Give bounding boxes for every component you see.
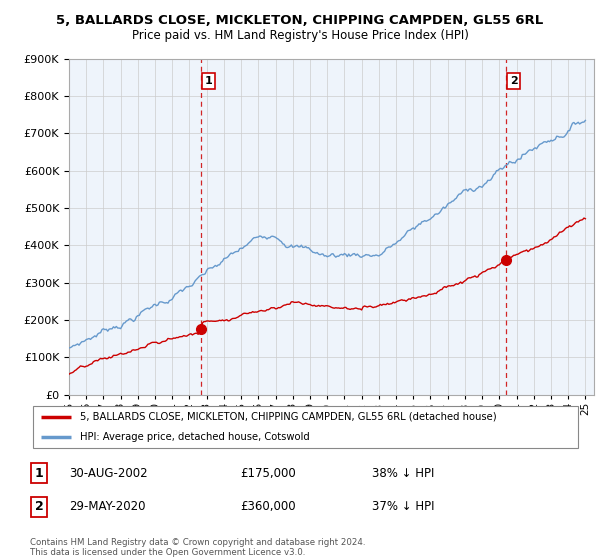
Text: 29-MAY-2020: 29-MAY-2020 <box>69 500 146 514</box>
Text: 30-AUG-2002: 30-AUG-2002 <box>69 466 148 480</box>
Text: 1: 1 <box>35 466 43 480</box>
Text: 5, BALLARDS CLOSE, MICKLETON, CHIPPING CAMPDEN, GL55 6RL: 5, BALLARDS CLOSE, MICKLETON, CHIPPING C… <box>56 14 544 27</box>
Text: 5, BALLARDS CLOSE, MICKLETON, CHIPPING CAMPDEN, GL55 6RL (detached house): 5, BALLARDS CLOSE, MICKLETON, CHIPPING C… <box>80 412 496 422</box>
Text: 2: 2 <box>35 500 43 514</box>
Text: Contains HM Land Registry data © Crown copyright and database right 2024.
This d: Contains HM Land Registry data © Crown c… <box>30 538 365 557</box>
Text: £175,000: £175,000 <box>240 466 296 480</box>
Text: 2: 2 <box>510 76 518 86</box>
Text: £360,000: £360,000 <box>240 500 296 514</box>
Text: Price paid vs. HM Land Registry's House Price Index (HPI): Price paid vs. HM Land Registry's House … <box>131 29 469 42</box>
FancyBboxPatch shape <box>33 405 578 449</box>
Text: 37% ↓ HPI: 37% ↓ HPI <box>372 500 434 514</box>
Text: 1: 1 <box>204 76 212 86</box>
Text: HPI: Average price, detached house, Cotswold: HPI: Average price, detached house, Cots… <box>80 432 310 442</box>
Text: 38% ↓ HPI: 38% ↓ HPI <box>372 466 434 480</box>
